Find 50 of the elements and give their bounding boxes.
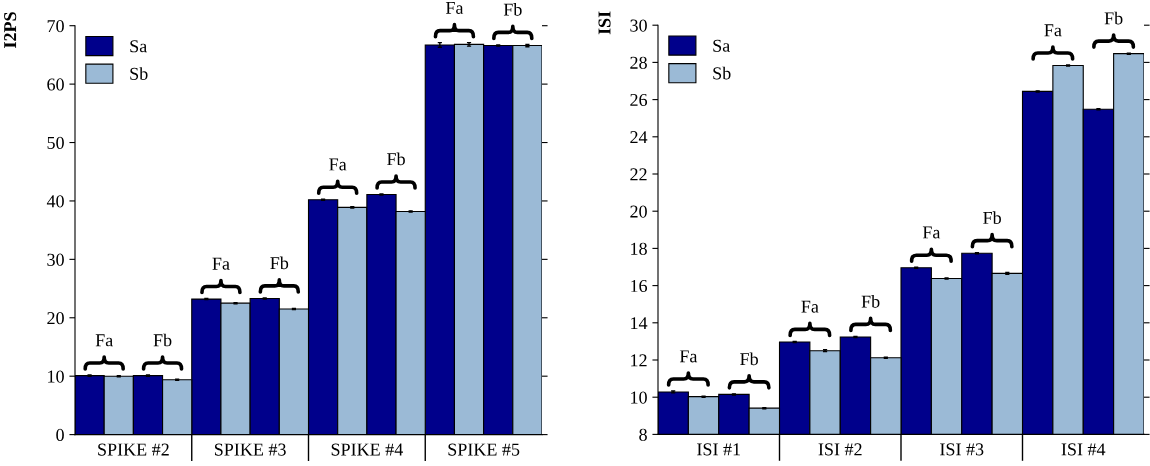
y-tick-label: 10	[48, 370, 64, 383]
y-tick-label: 16	[631, 279, 648, 293]
x-tick-label: ISI #2	[818, 443, 862, 456]
y-tick-label: 0	[56, 428, 64, 442]
annotation: Fb	[740, 352, 758, 366]
legend-label: Sa	[713, 39, 730, 52]
y-tick-label: 30	[47, 253, 64, 266]
annotation: Fa	[212, 257, 230, 270]
y-tick-label: 70	[47, 19, 64, 33]
y-tick-label: 50	[47, 136, 64, 149]
text: Fb	[1104, 11, 1123, 25]
y-tick-label: 20	[47, 312, 64, 325]
x-tick-label: SPIKE #2	[98, 443, 169, 456]
y-axis-title: I2PS	[4, 12, 17, 48]
legend-label: Sb	[713, 66, 731, 80]
y-tick-label: 22	[630, 168, 647, 181]
y-tick-label: 30	[630, 19, 647, 32]
text: Fa	[445, 1, 464, 14]
x-tick-label: ISI #1	[697, 443, 740, 456]
y-tick-label: 12	[631, 354, 647, 367]
legend-label: Sb	[130, 67, 148, 80]
y-tick-label: 8	[639, 428, 647, 441]
annotation: Fb	[153, 333, 172, 347]
x-tick-label: SPIKE #5	[448, 443, 520, 456]
y-axis-title: ISI	[598, 11, 611, 35]
legend-label: Sa	[130, 40, 147, 53]
annotation: Fa	[801, 300, 819, 313]
y-tick-label: 20	[630, 205, 647, 218]
y-tick-label: 18	[631, 242, 647, 255]
annotation: Fb	[983, 211, 1001, 225]
y-tick-label: 40	[46, 195, 64, 208]
annotation: Fa	[679, 350, 698, 363]
x-tick-label: ISI #4	[1061, 443, 1106, 456]
annotation: Fa	[329, 158, 347, 171]
y-tick-label: 24	[630, 131, 648, 144]
y-tick-label: 14	[631, 317, 648, 330]
annotation: Fb	[861, 295, 880, 308]
y-tick-label: 28	[630, 56, 647, 69]
x-tick-label: SPIKE #3	[214, 443, 286, 456]
annotation: Fb	[270, 256, 289, 270]
annotation: Fa	[922, 226, 941, 239]
x-tick-label: SPIKE #4	[331, 443, 403, 456]
x-tick-label: ISI #3	[940, 443, 984, 456]
y-tick-label: 26	[630, 93, 648, 107]
annotation: Fa	[1044, 24, 1062, 37]
y-tick-label: 60	[47, 78, 64, 91]
text: Fb	[503, 3, 522, 16]
annotation: Fa	[95, 334, 113, 347]
annotation: Fb	[387, 152, 405, 166]
y-tick-label: 10	[631, 391, 647, 404]
